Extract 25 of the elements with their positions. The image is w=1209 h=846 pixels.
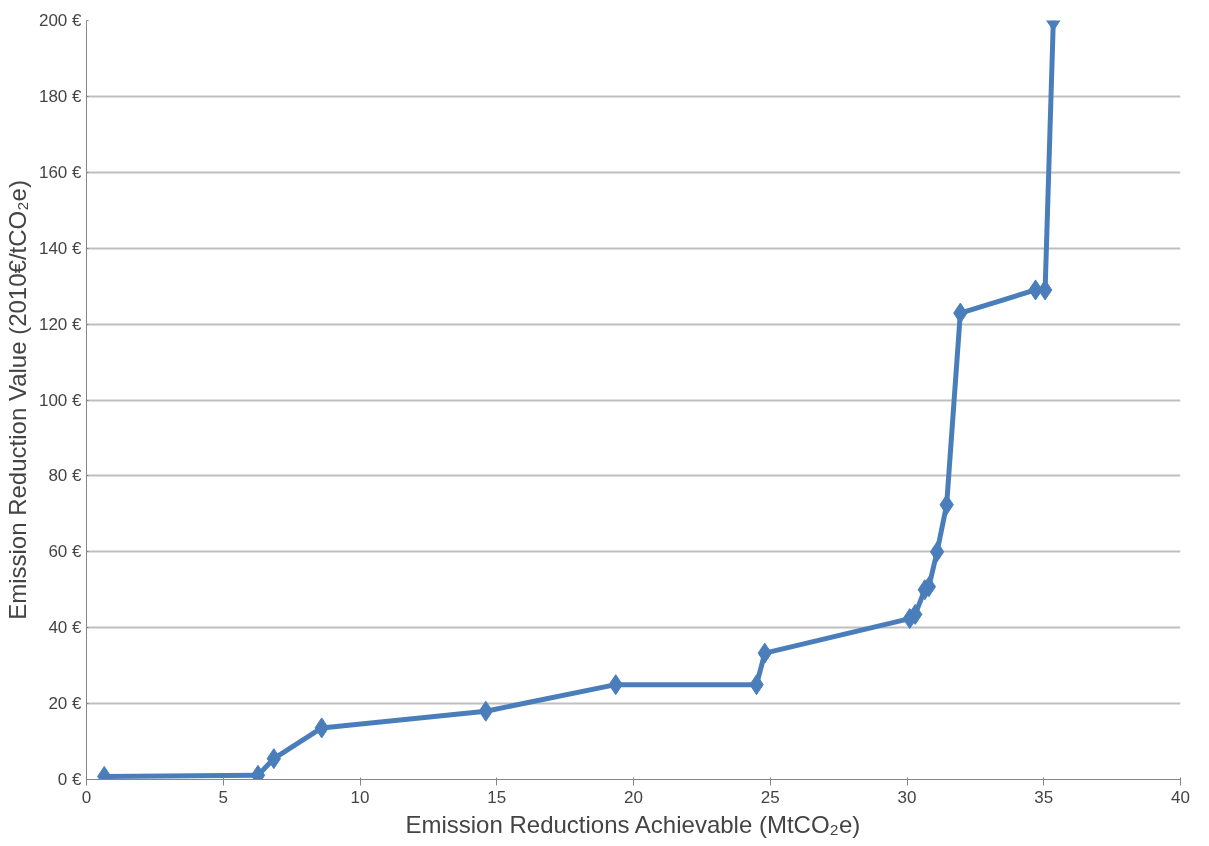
x-tick-label: 15 <box>487 787 507 807</box>
x-tick-label: 35 <box>1034 787 1054 807</box>
y-tick-label: 40 € <box>48 618 83 638</box>
x-axis-title: Emission Reductions Achievable (MtCO₂e) <box>405 810 861 838</box>
x-tick-label: 25 <box>760 787 780 807</box>
y-tick-label: 20 € <box>48 694 83 714</box>
x-tick-label: 40 <box>1171 787 1190 807</box>
y-tick-label: 120 € <box>38 314 83 334</box>
y-tick-label: 80 € <box>48 466 83 486</box>
x-tick-label: 10 <box>350 787 370 807</box>
y-tick-label: 0 € <box>57 770 83 789</box>
point <box>266 748 282 770</box>
y-axis-title: Emission Reduction Value (2010€/tCO₂e) <box>3 180 31 620</box>
y-tick-label: 140 € <box>38 238 83 258</box>
x-tick-label: 5 <box>218 787 228 807</box>
point <box>1037 279 1053 301</box>
x-tick-label: 20 <box>624 787 643 807</box>
y-tick-label: 200 € <box>38 11 83 30</box>
y-tick-label: 160 € <box>38 162 83 182</box>
point <box>929 541 945 563</box>
x-tick-label: 30 <box>897 787 917 807</box>
y-tick-label: 60 € <box>48 542 83 562</box>
x-tick-label: 0 <box>81 787 92 807</box>
y-tick-label: 100 € <box>38 390 83 410</box>
y-tick-label: 180 € <box>38 86 83 106</box>
